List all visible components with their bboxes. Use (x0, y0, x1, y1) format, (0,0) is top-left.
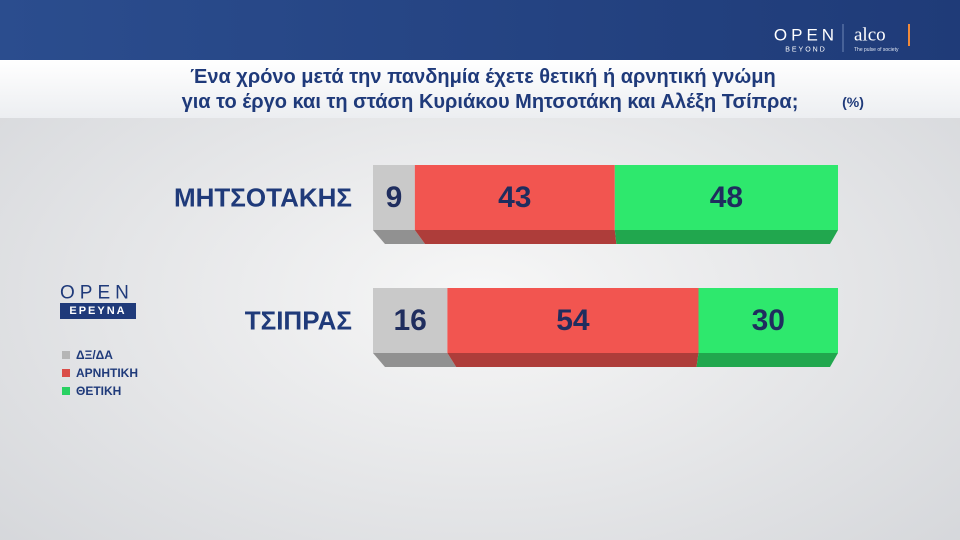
value-label: 30 (752, 304, 785, 337)
bar-segment (614, 165, 838, 230)
value-label: 16 (394, 304, 427, 337)
side-logo-sub: ΕΡΕΥΝΑ (69, 305, 126, 317)
partner-tagline: The pulse of society (854, 47, 899, 53)
bar-segment (373, 288, 448, 353)
header-logo-sub: BEYOND (785, 47, 827, 54)
bar-segment (698, 288, 838, 353)
legend-label: ΑΡΝΗΤΙΚΗ (76, 366, 138, 380)
value-label: 9 (386, 181, 403, 214)
bar-depth (447, 353, 699, 367)
bar-depth (414, 230, 617, 244)
header-band (0, 0, 960, 60)
value-label: 54 (556, 304, 590, 337)
category-label: ΤΣΙΠΡΑΣ (245, 306, 352, 336)
title-line: Ένα χρόνο μετά την πανδημία έχετε θετική… (190, 66, 775, 88)
bar-segment (373, 165, 415, 230)
bar-segment (447, 288, 699, 353)
bar-depth (373, 230, 426, 244)
legend-label: ΔΞ/ΔΑ (76, 348, 113, 362)
bar-depth (614, 230, 838, 244)
legend-swatch (62, 387, 70, 395)
title-line: για το έργο και τη στάση Κυριάκου Μητσοτ… (182, 91, 799, 113)
title-band (0, 60, 960, 118)
value-label: 48 (710, 181, 743, 214)
partner-logo: alco (854, 25, 886, 46)
bar-depth (696, 353, 838, 367)
header-logo: OPEN (774, 26, 838, 45)
category-label: ΜΗΤΣΟΤΑΚΗΣ (174, 183, 352, 213)
legend-label: ΘΕΤΙΚΗ (76, 384, 121, 398)
bar-depth (373, 353, 457, 367)
side-logo: OPEN (60, 283, 134, 304)
legend-swatch (62, 351, 70, 359)
legend-swatch (62, 369, 70, 377)
value-label: 43 (498, 181, 531, 214)
bar-segment (414, 165, 615, 230)
side-logo-box (60, 303, 136, 319)
unit-note: (%) (842, 94, 864, 110)
